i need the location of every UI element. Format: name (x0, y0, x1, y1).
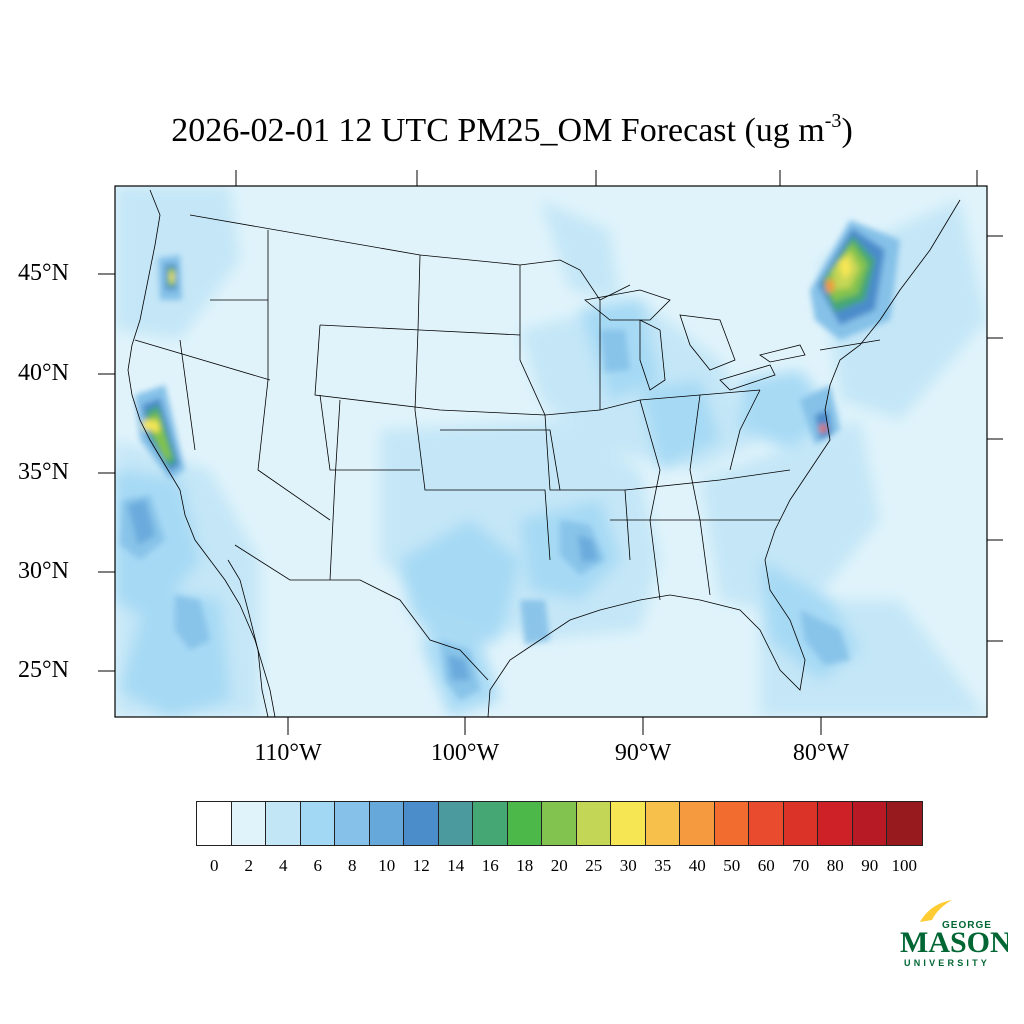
colorbar-swatch (852, 802, 887, 845)
colorbar-label: 18 (516, 856, 534, 875)
colorbar-label: 60 (757, 856, 775, 875)
colorbar-swatch (749, 802, 784, 845)
colorbar-label: 12 (412, 856, 430, 875)
colorbar-label: 2 (244, 856, 254, 875)
lon-label-110w: 110°W (254, 740, 322, 766)
colorbar-swatch (231, 802, 266, 845)
right-ticks (987, 235, 1003, 642)
lon-label-80w: 80°W (792, 740, 850, 766)
colorbar-label: 35 (654, 856, 672, 875)
colorbar-swatch (887, 802, 922, 845)
colorbar-label: 30 (619, 856, 637, 875)
colorbar-label: 4 (279, 856, 288, 875)
colorbar (196, 801, 923, 846)
colorbar-swatch (369, 802, 404, 845)
colorbar-label: 8 (348, 856, 357, 875)
colorbar-label: 0 (210, 856, 219, 875)
colorbar-swatch (680, 802, 715, 845)
hotspot-northeast (810, 220, 900, 340)
lon-label-90w: 90°W (614, 740, 672, 766)
lat-label-30: 30°N (18, 558, 69, 584)
concentration-field (115, 186, 987, 717)
lat-label-35: 35°N (18, 459, 69, 485)
colorbar-swatch (473, 802, 508, 845)
colorbar-label: 20 (550, 856, 568, 875)
colorbar-swatch (645, 802, 680, 845)
hotspot-oregon (158, 255, 182, 300)
colorbar-swatch (266, 802, 301, 845)
colorbar-swatch (576, 802, 611, 845)
colorbar-label: 50 (723, 856, 741, 875)
colorbar-swatch (300, 802, 335, 845)
colorbar-swatch (714, 802, 749, 845)
colorbar-swatch (438, 802, 473, 845)
logo-swoosh (920, 900, 952, 922)
hotspot-california (135, 385, 185, 480)
colorbar-swatch (404, 802, 439, 845)
george-mason-logo: GEORGE MASON UNIVERSITY (900, 900, 1008, 968)
lat-label-25: 25°N (18, 657, 69, 683)
boundaries (127, 189, 961, 717)
bottom-ticks (287, 717, 822, 735)
logo-george: GEORGE (942, 920, 992, 931)
lon-label-100w: 100°W (430, 740, 500, 766)
colorbar-label: 14 (447, 856, 465, 875)
colorbar-label: 70 (792, 856, 810, 875)
lat-label-45: 45°N (18, 260, 69, 286)
colorbar-swatch (818, 802, 853, 845)
top-ticks (235, 170, 978, 186)
colorbar-swatch (783, 802, 818, 845)
map-frame (114, 185, 988, 718)
colorbar-swatch (335, 802, 370, 845)
colorbar-label: 40 (688, 856, 706, 875)
colorbar-label: 80 (826, 856, 844, 875)
colorbar-label: 10 (378, 856, 396, 875)
colorbar-label: 6 (313, 856, 323, 875)
colorbar-swatch (507, 802, 542, 845)
colorbar-label: 100 (891, 856, 918, 875)
colorbar-swatch (542, 802, 577, 845)
colorbar-swatch (197, 802, 232, 845)
colorbar-swatch (611, 802, 646, 845)
colorbar-label: 16 (481, 856, 499, 875)
left-ticks (98, 273, 115, 672)
logo-university: UNIVERSITY (904, 958, 990, 968)
map-title: 2026-02-01 12 UTC PM25_OM Forecast (ug m… (171, 110, 853, 149)
logo-mason: MASON (900, 926, 1008, 959)
lat-label-40: 40°N (18, 360, 69, 386)
colorbar-label: 25 (585, 856, 603, 875)
colorbar-label: 90 (861, 856, 879, 875)
